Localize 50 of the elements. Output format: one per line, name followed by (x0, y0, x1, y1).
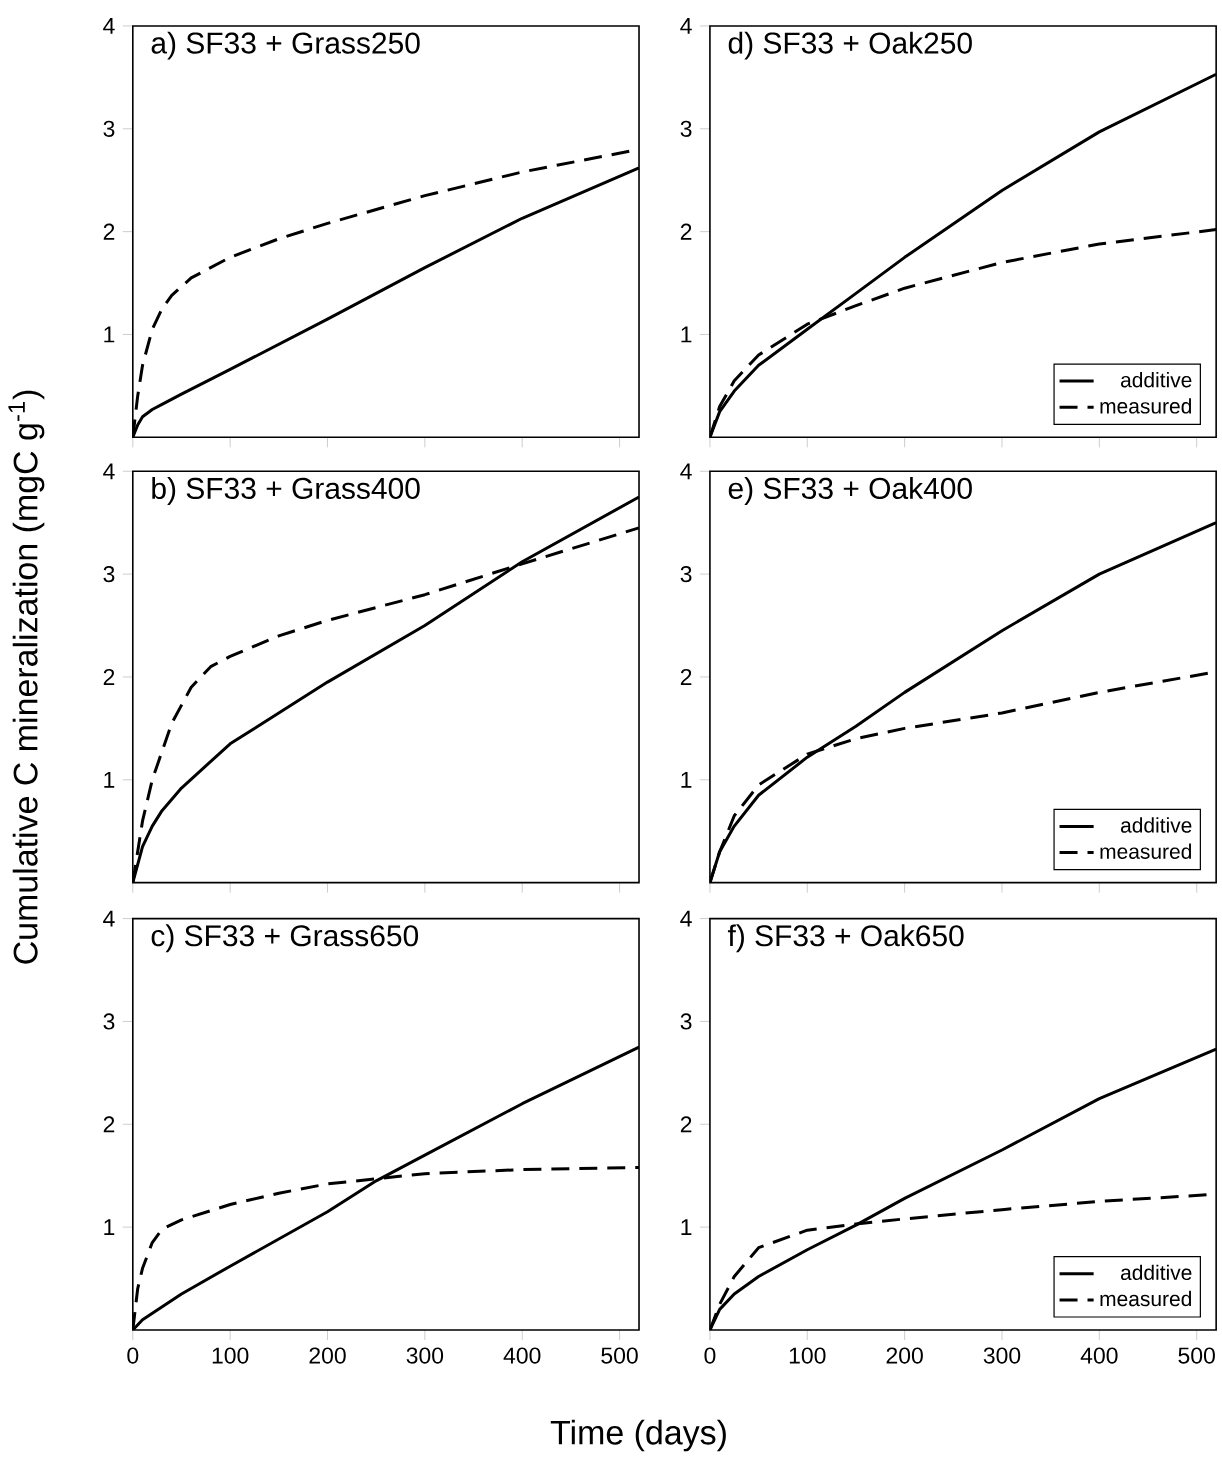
y-tick-label: 4 (102, 463, 115, 480)
y-axis-title: Cumulative C mineralization (mgC g$^{-1}$) (8, 390, 45, 964)
chart-title: d) SF33 + Oak250 (728, 31, 972, 60)
y-tick-label: 1 (104, 326, 115, 343)
chart-title: b) SF33 + Grass400 (152, 477, 420, 505)
x-tick-label: 300 (983, 1347, 1020, 1364)
x-tick-label: 200 (309, 1347, 346, 1364)
legend-label: measured (1100, 1290, 1191, 1307)
x-tick-label: 400 (503, 1347, 541, 1364)
chart-title: c) SF33 + Grass650 (151, 924, 418, 953)
y-tick-label: 4 (680, 910, 692, 927)
y-tick-label: 2 (680, 1116, 692, 1133)
chart-title: f) SF33 + Oak650 (727, 924, 964, 953)
y-tick-label: 1 (104, 1219, 115, 1236)
x-tick-label: 100 (212, 1347, 249, 1364)
y-tick-label: 4 (680, 18, 692, 34)
y-tick-label: 1 (104, 771, 114, 788)
x-axis-title: Time (days) (550, 1419, 726, 1452)
y-tick-label: 1 (681, 326, 692, 343)
legend-label: measured (1100, 398, 1191, 414)
x-tick-label: 200 (886, 1347, 923, 1364)
y-tick-label: 4 (102, 18, 115, 34)
x-tick-label: 0 (127, 1347, 139, 1364)
legend-label: additive (1120, 372, 1192, 388)
y-tick-label: 3 (680, 1013, 692, 1030)
x-tick-label: 400 (1080, 1347, 1118, 1364)
legend-label: measured (1100, 843, 1191, 859)
x-tick-label: 100 (789, 1347, 826, 1364)
y-tick-label: 3 (680, 565, 692, 583)
x-tick-label: 300 (406, 1347, 443, 1364)
x-tick-label: 500 (601, 1347, 638, 1364)
y-tick-label: 2 (680, 668, 692, 685)
y-tick-label: 3 (103, 565, 115, 583)
y-tick-label: 3 (103, 120, 115, 137)
y-tick-label: 3 (103, 1013, 115, 1030)
y-tick-label: 2 (103, 1116, 114, 1133)
legend-label: additive (1120, 1264, 1192, 1281)
chart-title: e) SF33 + Oak400 (728, 477, 972, 505)
y-tick-label: 2 (103, 668, 114, 685)
y-tick-label: 1 (681, 1219, 692, 1236)
y-tick-label: 1 (681, 771, 692, 788)
y-tick-label: 4 (680, 463, 692, 480)
y-tick-label: 2 (680, 223, 692, 240)
chart-title: a) SF33 + Grass250 (151, 31, 420, 60)
legend-label: additive (1120, 817, 1192, 833)
y-tick-label: 2 (103, 223, 114, 240)
y-tick-label: 4 (102, 910, 115, 927)
x-tick-label: 500 (1178, 1347, 1215, 1364)
y-tick-label: 3 (680, 120, 692, 137)
x-tick-label: 0 (704, 1347, 716, 1364)
